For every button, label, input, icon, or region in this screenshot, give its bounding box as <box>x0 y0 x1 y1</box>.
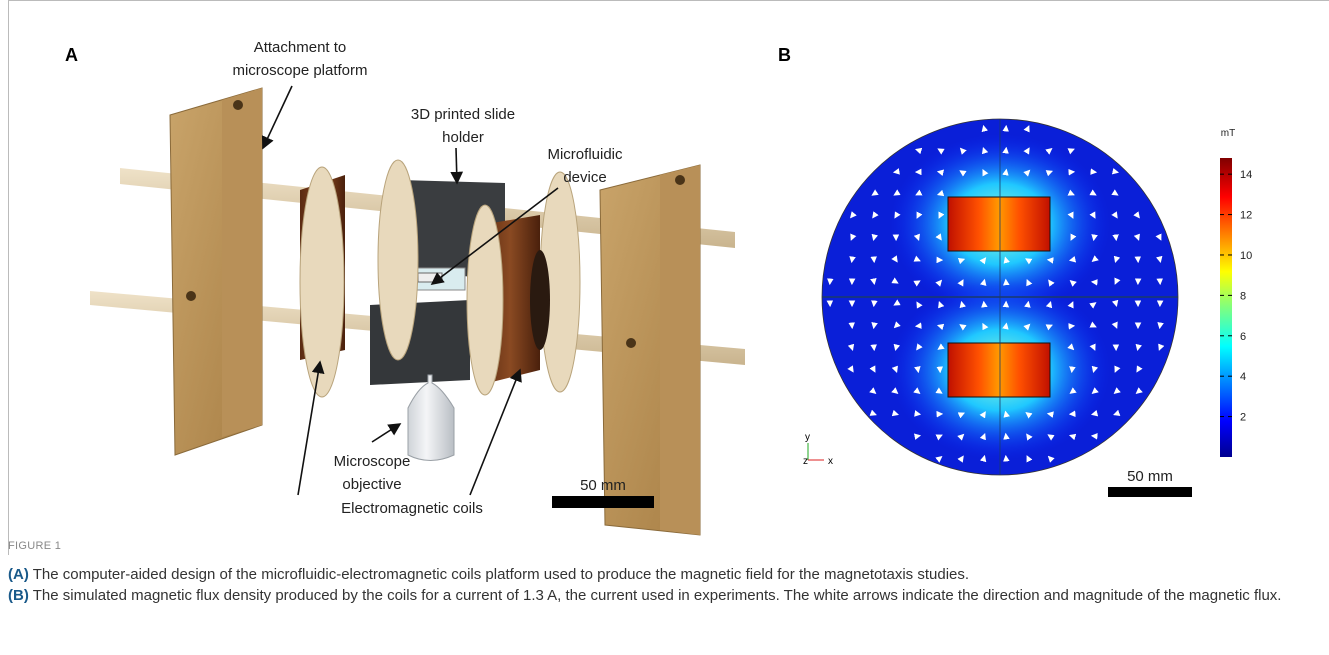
colorbar-tick-label: 12 <box>1240 210 1252 222</box>
caption-label: (A) <box>8 566 29 583</box>
annotation: device <box>563 169 606 186</box>
field-arrow <box>984 302 985 306</box>
annotation: objective <box>342 476 401 493</box>
field-arrow <box>1006 148 1007 152</box>
field-arrow <box>1006 434 1007 438</box>
cad-render <box>90 88 745 535</box>
axis-z: z <box>803 456 808 467</box>
caption-label: (B) <box>8 587 29 604</box>
annotation: Microfluidic <box>547 146 623 163</box>
annotation: microscope platform <box>232 62 367 79</box>
scale-bar <box>1108 487 1192 497</box>
figure-label: FIGURE 1 <box>8 540 61 552</box>
annotation: 3D printed slide <box>411 106 515 123</box>
colorbar-tick-label: 14 <box>1240 169 1252 181</box>
field-arrow <box>1094 236 1095 240</box>
field-arrow <box>1072 368 1073 372</box>
colorbar-tick-label: 2 <box>1240 412 1246 424</box>
figure: A Attachment to microscope platform 3D pri… <box>0 0 1329 555</box>
scale-bar-label: 50 mm <box>1127 468 1173 485</box>
caption-paragraph: (B) The simulated magnetic flux density … <box>8 585 1320 606</box>
annotation: Attachment to <box>254 39 347 56</box>
caption-paragraph: (A) The computer-aided design of the mic… <box>8 564 1320 585</box>
field-arrow <box>916 414 920 415</box>
field-arrow <box>852 258 853 262</box>
field-arrow <box>916 436 920 437</box>
field-arrow <box>1116 236 1117 240</box>
axis-triad: y z x <box>803 432 833 467</box>
annotation: Microscope <box>334 453 411 470</box>
caption: (A) The computer-aided design of the mic… <box>8 564 1320 606</box>
colorbar-tick-label: 8 <box>1240 290 1246 302</box>
field-arrow <box>874 324 875 328</box>
axis-y: y <box>805 432 810 443</box>
field-arrow <box>1048 260 1052 261</box>
caption-text: The simulated magnetic flux density prod… <box>29 587 1282 604</box>
scale-bar <box>552 496 654 508</box>
colorbar-tick-label: 4 <box>1240 371 1246 383</box>
colorbar-tick-label: 10 <box>1240 250 1252 262</box>
colorbar-tick-label: 6 <box>1240 331 1246 343</box>
annotation: Electromagnetic coils <box>341 500 483 517</box>
field-arrow <box>894 172 898 173</box>
field-arrow <box>874 280 875 284</box>
page: A Attachment to microscope platform 3D pri… <box>0 0 1329 655</box>
colorbar <box>1220 158 1232 457</box>
caption-text: The computer-aided design of the microfl… <box>29 566 969 583</box>
annotation: holder <box>442 129 484 146</box>
panel-label: A <box>65 45 78 65</box>
field-arrow <box>1160 324 1161 328</box>
field-arrow <box>918 368 919 372</box>
panel-label: B <box>778 45 791 65</box>
axis-x: x <box>828 456 833 467</box>
scale-bar-label: 50 mm <box>580 477 626 494</box>
colorbar-label: mT <box>1221 128 1235 139</box>
